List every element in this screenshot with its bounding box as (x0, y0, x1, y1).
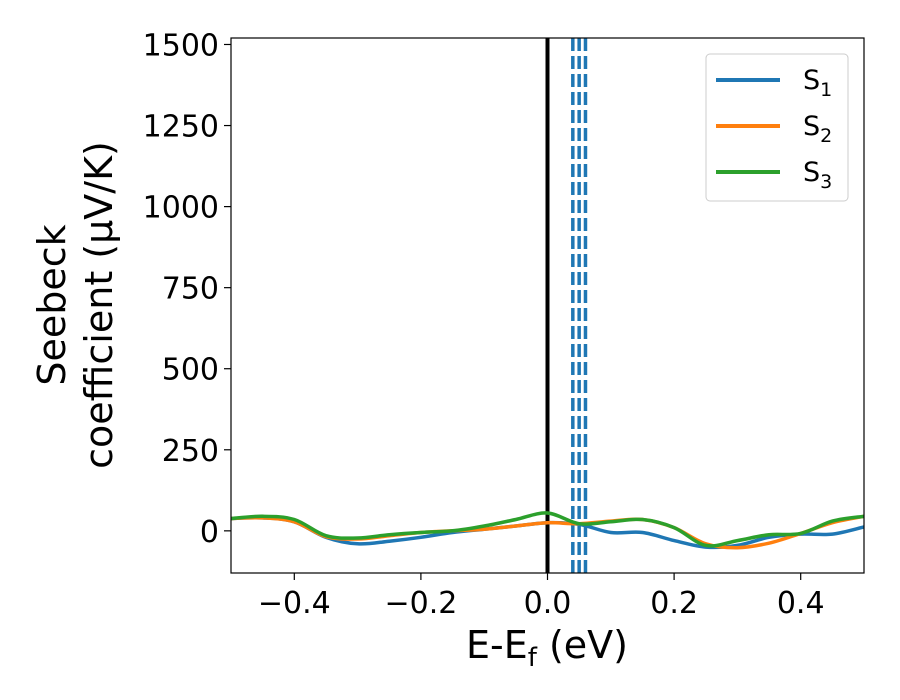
x-tick-label: 0.4 (777, 586, 825, 621)
legend: S1 S2 S3 (705, 53, 849, 202)
y-tick-label: 250 (162, 434, 219, 469)
x-axis-title: E-Ef (eV) (466, 623, 628, 673)
y-axis-title-line1: Seebeck (30, 224, 74, 385)
y-tick-label: 500 (162, 353, 219, 388)
x-tick-label: 0.2 (650, 586, 698, 621)
y-tick-label: 750 (162, 272, 219, 307)
x-tick-label: 0.0 (524, 586, 572, 621)
legend-label-2: S2 (803, 111, 832, 147)
x-tick-label: −0.2 (384, 586, 457, 621)
x-tick-label: −0.4 (258, 586, 331, 621)
y-axis-title-line2: coefficient (μV/K) (77, 141, 121, 469)
series-line-3 (231, 511, 864, 548)
y-tick-label: 0 (200, 515, 219, 550)
legend-label-3: S3 (803, 157, 832, 193)
y-tick-label: 1000 (143, 191, 219, 226)
y-tick-label: 1250 (143, 110, 219, 145)
y-tick-label: 1500 (143, 28, 219, 63)
legend-label-1: S1 (803, 65, 832, 101)
